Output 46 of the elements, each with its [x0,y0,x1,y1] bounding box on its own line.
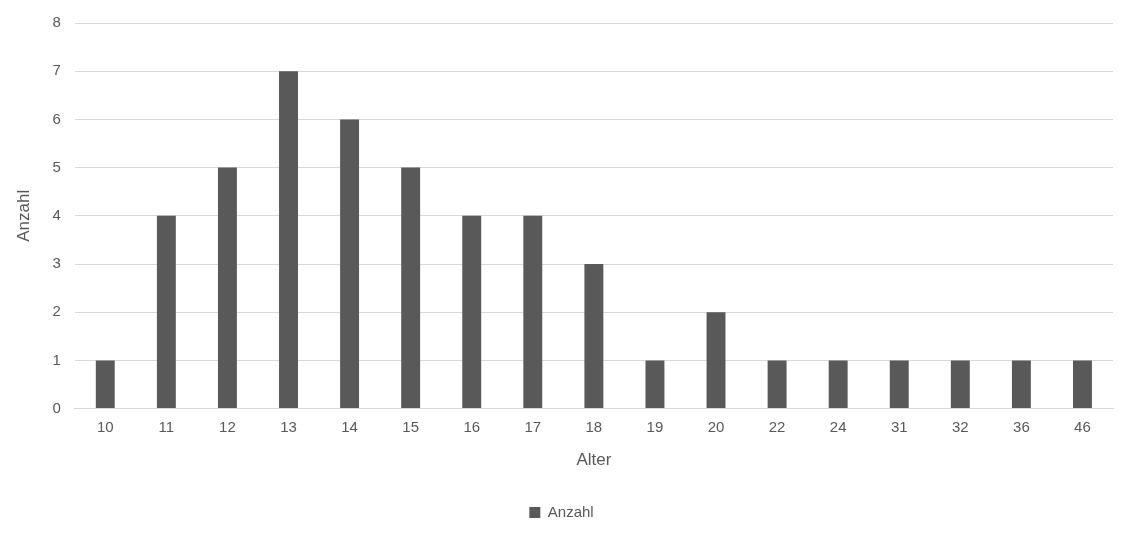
x-tick-label: 14 [341,417,358,435]
x-tick-label: 13 [280,417,297,435]
x-tick-label: 19 [646,417,664,435]
bar [523,215,543,409]
x-axis-title: Alter [576,450,612,470]
bar [462,215,482,409]
x-tick-label: 11 [158,417,175,435]
x-tick-label: 32 [951,417,969,435]
bar [156,215,176,409]
y-tick-label: 2 [52,302,61,320]
y-tick-label: 6 [52,109,61,127]
bar [401,167,421,409]
y-tick-label: 8 [52,13,61,31]
y-tick-label: 0 [52,398,61,416]
y-tick-label: 5 [52,157,61,175]
y-tick-label: 3 [52,254,61,272]
y-tick-label: 4 [52,205,61,223]
bar [584,264,604,409]
x-tick-label: 46 [1074,417,1091,435]
bar [340,119,360,409]
x-tick-label: 15 [402,417,419,435]
bar [889,360,909,409]
bar [279,71,298,409]
y-tick-label: 1 [52,350,61,368]
bar [217,167,237,409]
bar [95,360,115,409]
x-tick-label: 18 [585,417,603,435]
x-tick-label: 31 [890,417,908,435]
bar [1073,360,1092,409]
y-axis-title: Anzahl [13,189,33,242]
y-tick-label: 7 [52,61,61,79]
x-tick-label: 16 [463,417,481,435]
bar [1011,360,1031,409]
x-tick-label: 36 [1013,417,1030,435]
bar [645,360,665,409]
x-tick-label: 17 [524,417,542,435]
legend-label: Anzahl [547,502,594,520]
bar [828,360,848,409]
x-tick-label: 12 [219,417,236,435]
bar [706,312,726,409]
x-tick-label: 24 [829,417,847,435]
x-tick-label: 10 [96,417,114,435]
bar [767,360,787,409]
bar [950,360,970,409]
x-tick-label: 20 [707,417,725,435]
x-tick-label: 22 [768,417,786,435]
